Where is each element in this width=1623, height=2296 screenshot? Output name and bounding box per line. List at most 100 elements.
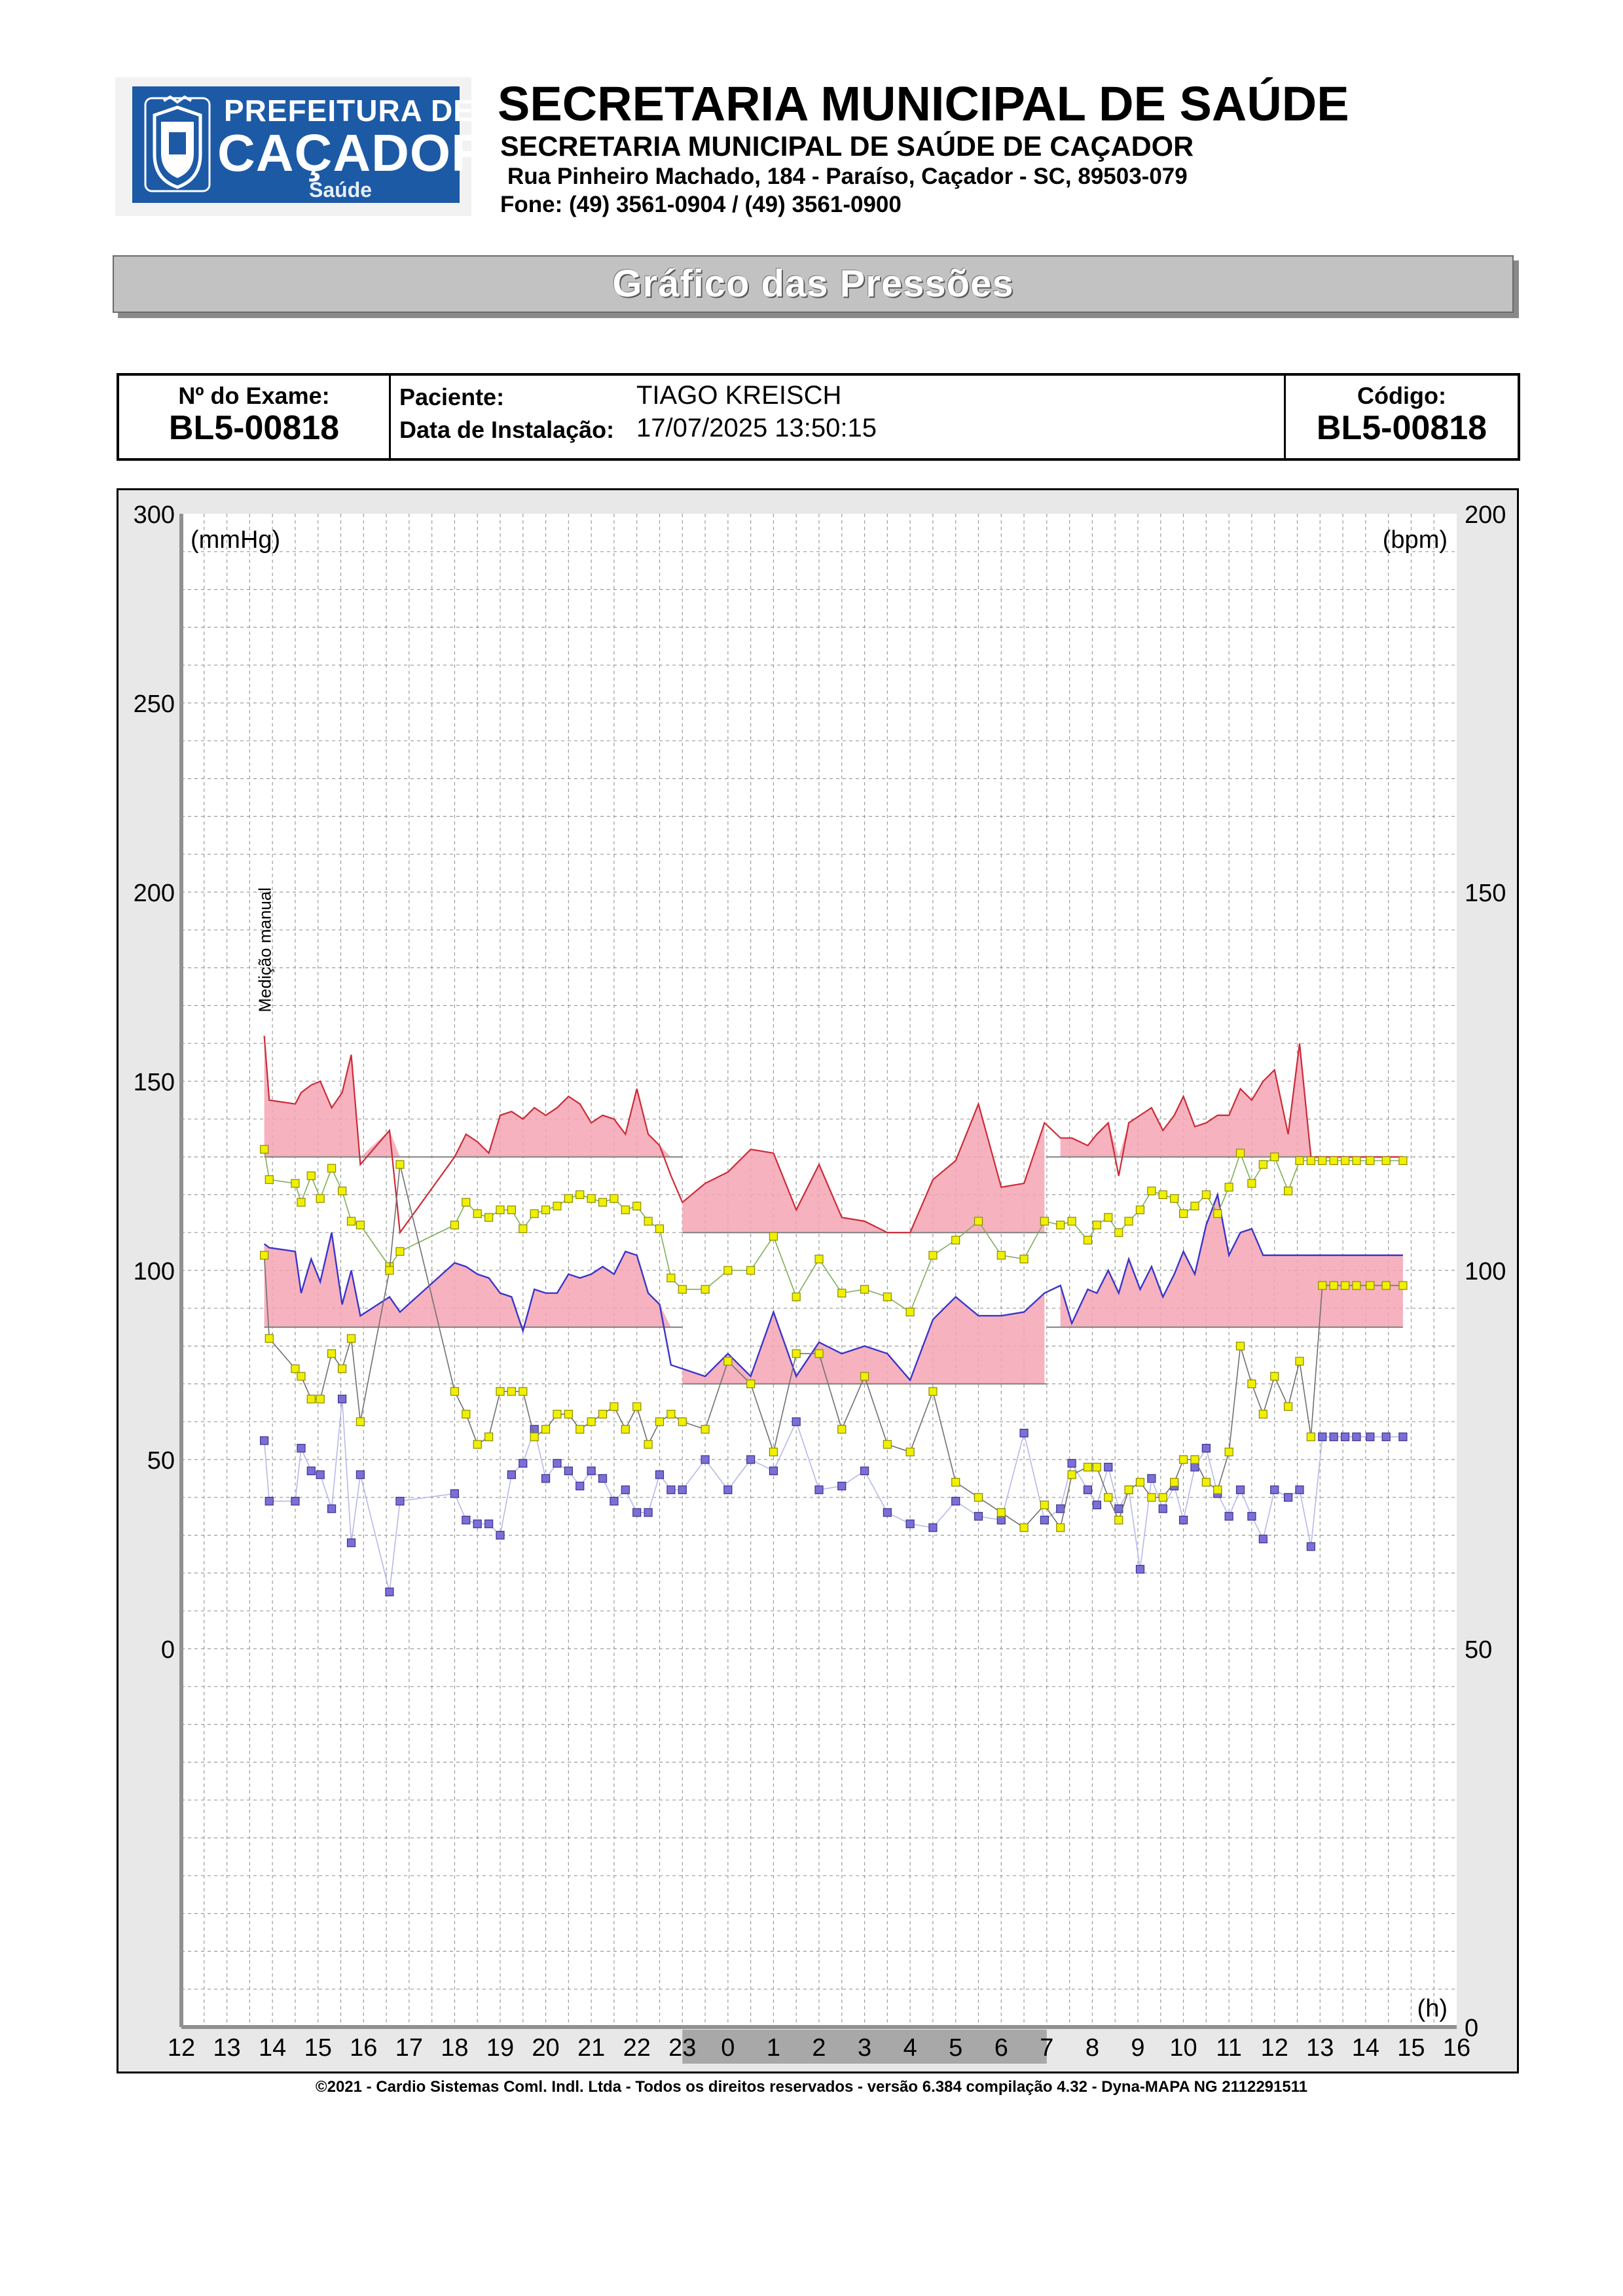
mean-point: [655, 1224, 665, 1234]
mean-point: [1147, 1187, 1156, 1196]
pulse-pressure-point: [1135, 1565, 1145, 1574]
grid-lines: [181, 514, 1457, 2027]
heart-rate-point: [655, 1417, 665, 1426]
mean-point: [1114, 1228, 1123, 1237]
pulse-pressure-point: [610, 1496, 619, 1506]
exceed-area: [264, 1232, 671, 1327]
pulse-pressure-point: [450, 1489, 460, 1498]
heart-rate-point: [519, 1387, 528, 1396]
heart-rate-point: [1158, 1493, 1167, 1502]
heart-rate-point: [385, 1266, 394, 1275]
mean-point: [564, 1194, 573, 1203]
logo-panel: PREFEITURA DE CAÇADOR Saúde: [132, 86, 489, 203]
x-axis-tick-label: 14: [259, 2034, 286, 2062]
exam-number-value: BL5-00818: [168, 409, 340, 447]
right-axis-tick-label: 200: [1465, 501, 1506, 529]
mean-point: [450, 1221, 460, 1230]
pulse-pressure-point: [837, 1481, 847, 1491]
pulse-pressure-point: [327, 1504, 337, 1513]
pulse-pressure-point: [297, 1444, 306, 1453]
mean-point: [264, 1175, 274, 1184]
heart-rate-point: [678, 1417, 687, 1426]
mean-point: [905, 1307, 915, 1317]
code-value: BL5-00818: [1316, 409, 1487, 447]
pulse-pressure-point: [1366, 1432, 1375, 1441]
heart-rate-point: [610, 1402, 619, 1411]
heart-rate-point: [346, 1334, 356, 1343]
x-axis-tick-label: 2: [812, 2034, 826, 2062]
pulse-pressure-point: [644, 1508, 653, 1517]
mean-point: [1235, 1149, 1245, 1158]
pulse-pressure-point: [996, 1515, 1006, 1525]
mean-point: [473, 1209, 482, 1218]
pressure-chart-frame: 0 50 100 150 200 250 300 0 50 100 150 200 12 13 14 15 16…: [117, 488, 1519, 2073]
heart-rate-point: [1398, 1281, 1408, 1290]
heart-rate-point: [769, 1447, 778, 1457]
heart-rate-point: [746, 1379, 756, 1389]
heart-rate-point: [814, 1349, 824, 1358]
right-axis-tick-label: 50: [1465, 1636, 1492, 1664]
heart-rate-point: [496, 1387, 505, 1396]
mean-point: [1247, 1179, 1256, 1188]
heart-rate-point: [1124, 1485, 1133, 1494]
heart-rate-point: [701, 1425, 710, 1434]
pulse-pressure-point: [1092, 1500, 1101, 1509]
mean-point: [792, 1292, 801, 1302]
mean-point: [1224, 1183, 1233, 1192]
mean-point: [462, 1198, 471, 1207]
pulse-pressure-point: [1295, 1485, 1304, 1494]
left-axis-unit-label: (mmHg): [191, 526, 280, 554]
heart-rate-point: [792, 1349, 801, 1358]
mean-point: [951, 1236, 960, 1245]
heart-rate-point: [450, 1387, 460, 1396]
x-axis-tick-label: 16: [1443, 2034, 1470, 2062]
mean-point: [496, 1205, 505, 1215]
section-banner: Gráfico das Pressões: [113, 255, 1514, 313]
city-crest-icon: [144, 96, 211, 192]
pulse-pressure-point: [1201, 1444, 1211, 1453]
pulse-pressure-point: [632, 1508, 642, 1517]
install-date-label: Data de Instalação:: [399, 416, 615, 443]
pulse-pressure-point: [723, 1485, 733, 1494]
mean-point: [837, 1289, 847, 1298]
pulse-pressure-point: [678, 1485, 687, 1494]
right-axis-tick-label: 150: [1465, 880, 1506, 907]
mean-point: [327, 1164, 337, 1173]
pulse-pressure-point: [1306, 1542, 1315, 1551]
heart-rate-point: [1114, 1515, 1123, 1525]
x-axis-tick-label: 15: [304, 2034, 332, 2062]
pulse-pressure-point: [306, 1466, 316, 1475]
logo-line2: CAÇADOR: [217, 124, 490, 182]
mean-point: [1295, 1156, 1304, 1165]
heart-rate-point: [1318, 1281, 1327, 1290]
mean-point: [356, 1221, 365, 1230]
heart-rate-point: [1258, 1410, 1267, 1419]
pulse-pressure-point: [1178, 1515, 1188, 1525]
pulse-pressure-point: [1104, 1462, 1113, 1472]
x-axis-tick-label: 0: [721, 2034, 735, 2062]
left-axis-tick-label: 250: [134, 691, 175, 718]
right-axis-tick-label: 100: [1465, 1258, 1506, 1285]
x-axis-unit-label: (h): [1417, 1995, 1448, 2022]
manual-measurement-annotation: Medição manual: [255, 888, 275, 1013]
left-axis-tick-label: 300: [134, 501, 175, 529]
heart-rate-markers: [260, 1160, 1408, 1532]
pulse-pressure-point: [337, 1394, 347, 1404]
mean-point: [1283, 1187, 1293, 1196]
mean-point: [1398, 1156, 1408, 1165]
right-axis-tick-label: 0: [1465, 2015, 1478, 2042]
prefeitura-logo: PREFEITURA DE CAÇADOR Saúde: [115, 77, 489, 216]
mean-point: [769, 1232, 778, 1241]
mean-point: [1340, 1156, 1350, 1165]
pulse-pressure-point: [701, 1455, 710, 1464]
heart-rate-point: [1083, 1462, 1093, 1472]
heart-rate-point: [644, 1440, 653, 1449]
heart-rate-point: [1352, 1281, 1361, 1290]
mean-point: [1170, 1194, 1179, 1203]
mean-point: [1056, 1221, 1065, 1230]
heart-rate-point: [621, 1425, 630, 1434]
heart-rate-point: [297, 1372, 306, 1381]
code-cell: Código: BL5-00818: [1284, 376, 1518, 458]
pulse-pressure-point: [1235, 1485, 1245, 1494]
exam-info-table: Nº do Exame: BL5-00818 Paciente: TIAGO K…: [117, 373, 1520, 461]
